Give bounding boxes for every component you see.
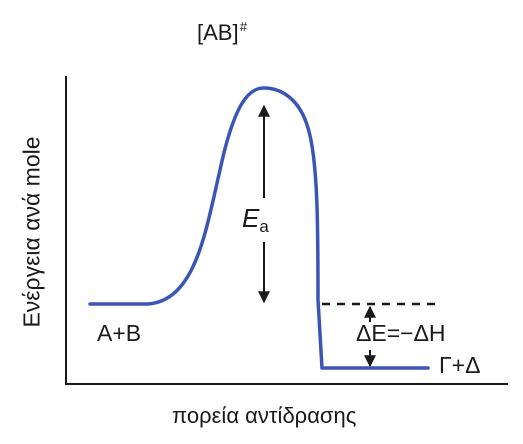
products-label: Γ+Δ (439, 354, 480, 377)
x-axis-label: πορεία αντίδρασης (172, 405, 356, 427)
enthalpy-label: ΔE=−ΔH (356, 322, 446, 345)
transition-state-label: [AB]# (197, 20, 247, 44)
transition-state-superscript: # (240, 19, 247, 34)
y-axis-label: Ενέργεια ανά mole (21, 136, 44, 327)
transition-state-base: [AB] (197, 20, 239, 45)
activation-energy-symbol: E (242, 203, 259, 233)
activation-energy-subscript: a (259, 217, 268, 236)
reactants-label: A+B (97, 322, 141, 345)
activation-energy-label: Ea (242, 205, 269, 235)
